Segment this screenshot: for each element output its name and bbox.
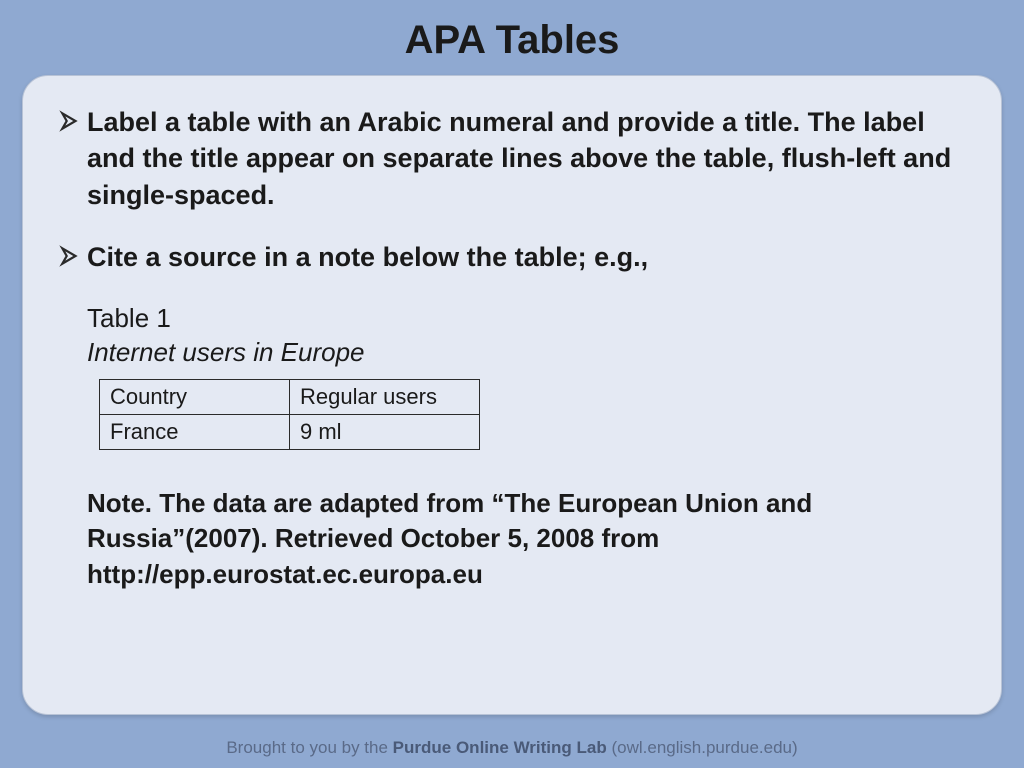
table-cell: France xyxy=(100,415,290,450)
table-cell: Country xyxy=(100,380,290,415)
table-cell: Regular users xyxy=(290,380,480,415)
bullet-text: Label a table with an Arabic numeral and… xyxy=(87,104,965,213)
slide: APA Tables Label a table with an Arabic … xyxy=(0,0,1024,768)
table-row: France 9 ml xyxy=(100,415,480,450)
slide-title: APA Tables xyxy=(22,18,1002,63)
table-title: Internet users in Europe xyxy=(87,336,965,370)
slide-footer: Brought to you by the Purdue Online Writ… xyxy=(0,738,1024,758)
footer-tail: (owl.english.purdue.edu) xyxy=(607,738,798,757)
bullet-text: Cite a source in a note below the table;… xyxy=(87,239,648,275)
bullet-item: Label a table with an Arabic numeral and… xyxy=(59,104,965,213)
table-note: Note. The data are adapted from “The Eur… xyxy=(87,486,965,591)
table-cell: 9 ml xyxy=(290,415,480,450)
footer-strong: Purdue Online Writing Lab xyxy=(393,738,607,757)
example-block: Table 1 Internet users in Europe Country… xyxy=(87,302,965,592)
table-row: Country Regular users xyxy=(100,380,480,415)
arrow-bullet-icon xyxy=(59,110,81,132)
example-table: Country Regular users France 9 ml xyxy=(99,379,480,450)
arrow-bullet-icon xyxy=(59,245,81,267)
bullet-item: Cite a source in a note below the table;… xyxy=(59,239,965,275)
table-label: Table 1 xyxy=(87,302,965,336)
content-panel: Label a table with an Arabic numeral and… xyxy=(22,75,1002,715)
footer-lead: Brought to you by the xyxy=(226,738,392,757)
